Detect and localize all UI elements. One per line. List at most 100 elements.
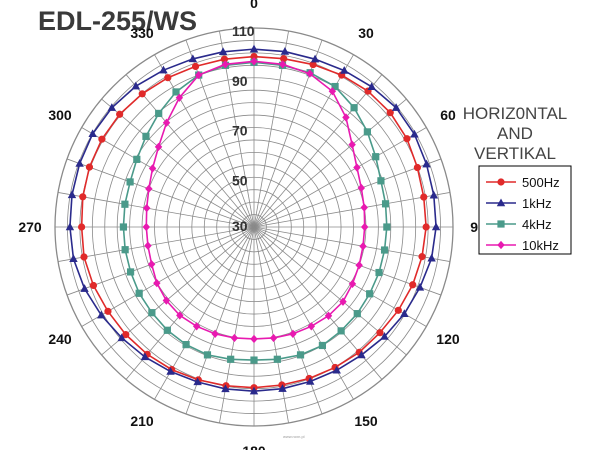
data-point: [80, 284, 89, 292]
grid-spoke: [57, 192, 255, 228]
data-point: [420, 193, 428, 201]
data-point: [307, 322, 316, 331]
data-point: [278, 60, 287, 69]
data-point: [230, 333, 239, 343]
ring-label: 110: [232, 23, 255, 39]
data-point: [131, 81, 141, 90]
data-point: [289, 329, 297, 338]
data-point: [172, 88, 180, 96]
data-point: [89, 281, 98, 290]
data-point: [116, 110, 124, 118]
legend-marker: [496, 198, 506, 207]
ring-label: 70: [232, 123, 248, 139]
data-point: [394, 306, 402, 314]
data-point: [192, 322, 201, 331]
data-point: [249, 44, 259, 53]
data-point: [164, 74, 172, 82]
data-point: [357, 183, 365, 193]
data-point: [107, 103, 117, 111]
data-point: [318, 341, 327, 350]
data-point: [142, 132, 150, 140]
data-point: [427, 253, 436, 262]
angle-label: 120: [436, 331, 460, 347]
data-point: [98, 135, 106, 143]
data-point: [75, 159, 84, 167]
data-point: [332, 365, 341, 374]
data-point: [383, 223, 391, 231]
grid-spoke: [66, 158, 255, 228]
data-point: [119, 223, 128, 231]
grid-spoke: [81, 127, 255, 228]
data-point: [348, 279, 357, 288]
data-point: [250, 356, 258, 364]
data-point: [188, 54, 198, 63]
series-4kHz: [119, 58, 391, 364]
data-point: [154, 142, 163, 152]
grid-spoke: [253, 74, 383, 228]
data-point: [133, 155, 141, 163]
data-point: [221, 60, 230, 69]
grid-spoke: [57, 226, 255, 262]
legend: 500Hz 1kHz 4kHz 10kHz: [478, 165, 572, 255]
data-point: [69, 254, 78, 263]
data-point: [353, 163, 361, 172]
data-point: [191, 62, 200, 71]
data-point: [176, 311, 184, 320]
data-point: [148, 164, 157, 173]
data-point: [155, 109, 163, 118]
data-point: [140, 352, 150, 361]
grid-spoke: [154, 54, 255, 228]
data-point: [367, 82, 376, 90]
grid-spoke: [253, 192, 451, 228]
data-point: [153, 278, 161, 288]
side-label-line-2: AND: [497, 124, 533, 143]
data-point: [147, 260, 156, 269]
data-point: [403, 135, 411, 143]
data-point: [410, 129, 419, 138]
data-point: [269, 333, 278, 343]
data-point: [194, 70, 203, 80]
side-label-line-3: VERTIKAL: [474, 144, 556, 163]
angle-label: 60: [440, 107, 456, 123]
legend-box: [478, 165, 572, 255]
data-point: [339, 297, 347, 306]
legend-marker: [497, 240, 505, 250]
data-point: [67, 190, 77, 199]
legend-label: 4kHz: [522, 217, 552, 232]
grid-spoke: [125, 74, 255, 228]
angle-label: 0: [250, 0, 258, 11]
legend-item: 1kHz: [486, 196, 552, 211]
grid-spoke: [101, 98, 255, 228]
legend-item: 500Hz: [486, 175, 560, 190]
data-point: [227, 355, 235, 363]
data-point: [143, 203, 151, 213]
data-point: [431, 222, 441, 231]
data-point: [366, 290, 374, 298]
data-point: [121, 200, 129, 208]
data-point: [355, 261, 363, 270]
data-point: [331, 82, 339, 91]
legend-label: 500Hz: [522, 175, 560, 190]
legend-marker: [497, 178, 505, 186]
data-point: [144, 241, 152, 250]
data-point: [429, 190, 439, 199]
data-point: [422, 159, 431, 168]
data-point: [280, 55, 288, 63]
data-point: [360, 222, 369, 232]
data-point: [121, 246, 129, 254]
data-point: [142, 222, 150, 232]
data-point: [218, 47, 228, 56]
grid-spoke: [66, 226, 255, 296]
data-point: [88, 129, 97, 138]
data-point: [337, 327, 345, 335]
ring-label: 50: [232, 172, 248, 188]
grid-spoke: [253, 226, 451, 262]
data-point: [221, 384, 230, 393]
series-layer: [65, 44, 441, 395]
legend-item: 4kHz: [486, 217, 552, 232]
data-point: [126, 268, 135, 276]
data-point: [280, 47, 290, 55]
series-1kHz: [65, 44, 441, 395]
data-point: [79, 193, 87, 201]
